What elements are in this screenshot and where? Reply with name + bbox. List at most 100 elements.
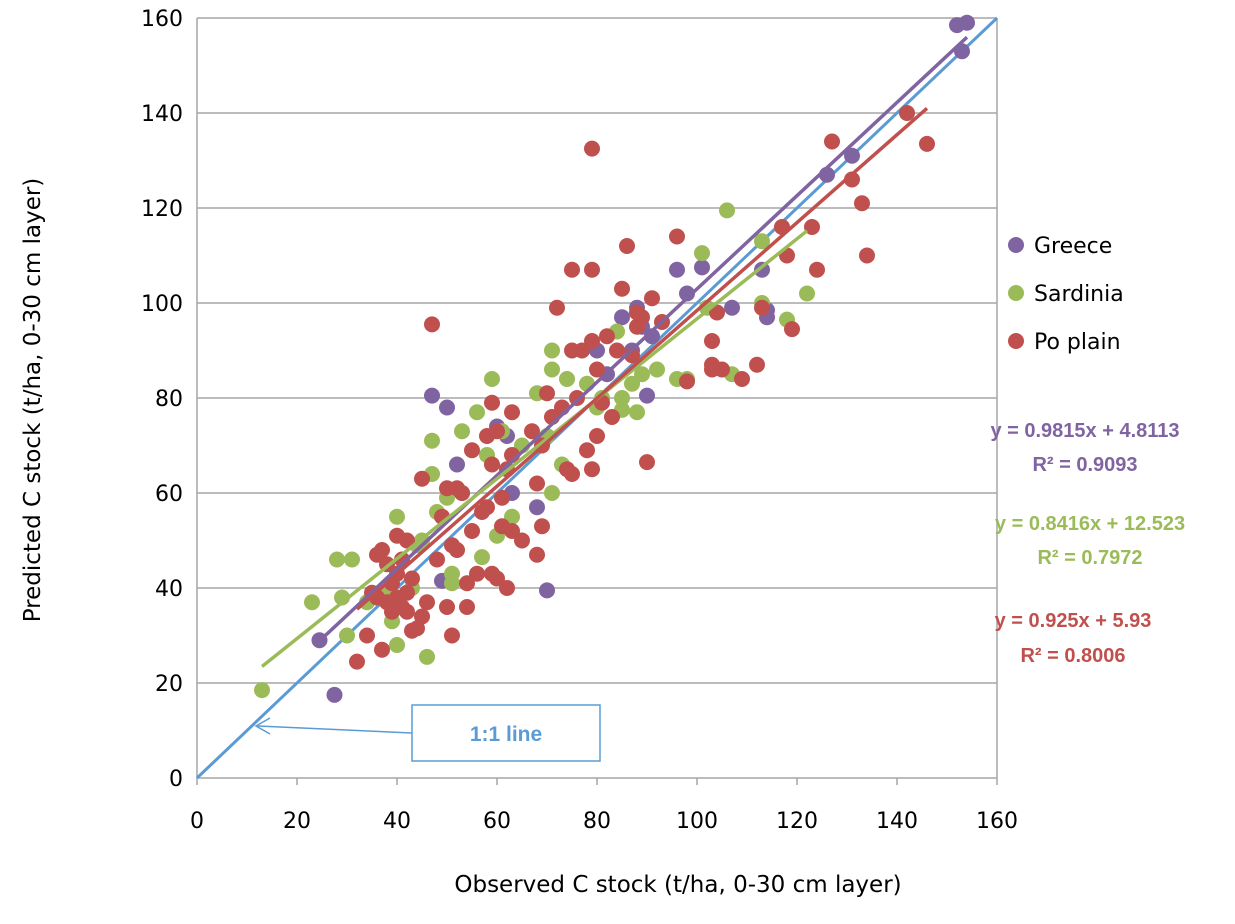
- point-sardinia: [649, 361, 665, 378]
- point-po-plain: [494, 489, 510, 506]
- y-tick-label: 100: [141, 292, 183, 317]
- point-greece: [724, 299, 740, 316]
- point-po-plain: [704, 333, 720, 349]
- axes: [196, 18, 998, 785]
- point-po-plain: [394, 551, 410, 568]
- callout-arrow-head: [254, 717, 271, 735]
- point-po-plain: [399, 603, 415, 620]
- point-po-plain: [589, 361, 605, 378]
- point-po-plain: [564, 261, 580, 278]
- identity-line-label: 1:1 line: [470, 723, 542, 746]
- point-po-plain: [499, 580, 515, 596]
- point-po-plain: [429, 551, 445, 568]
- legend-label-po-plain: Po plain: [1034, 330, 1121, 355]
- callout-arrow-line: [257, 725, 413, 734]
- point-po-plain: [464, 523, 480, 539]
- y-tick-label: 0: [169, 767, 183, 792]
- point-po-plain: [489, 423, 505, 440]
- identity-line-callout: 1:1 line: [254, 704, 601, 762]
- point-greece: [529, 499, 545, 516]
- callout-box: [411, 704, 601, 762]
- point-po-plain: [709, 304, 725, 321]
- trendline-po-plain: [355, 107, 929, 611]
- point-po-plain: [549, 299, 565, 316]
- point-po-plain: [714, 361, 730, 378]
- r-squared-greece: R² = 0.9093: [1032, 454, 1137, 476]
- equation-po-plain: y = 0.925x + 5.93: [995, 610, 1152, 632]
- point-greece: [679, 285, 695, 302]
- point-po-plain: [504, 523, 520, 539]
- point-po-plain: [399, 532, 415, 549]
- point-po-plain: [449, 542, 465, 558]
- point-po-plain: [584, 333, 600, 349]
- point-po-plain: [374, 542, 390, 558]
- point-greece: [694, 259, 710, 276]
- point-po-plain: [574, 342, 590, 359]
- point-po-plain: [419, 594, 435, 611]
- point-po-plain: [414, 470, 430, 487]
- legend-marker-po-plain: [1008, 333, 1024, 349]
- point-po-plain: [749, 356, 765, 373]
- point-po-plain: [639, 454, 655, 471]
- point-sardinia: [339, 627, 355, 644]
- point-po-plain: [754, 299, 770, 316]
- x-tick-label: 40: [383, 809, 411, 834]
- point-po-plain: [464, 442, 480, 459]
- point-greece: [614, 309, 630, 326]
- point-sardinia: [329, 551, 345, 568]
- x-tick-label: 120: [776, 809, 818, 834]
- point-po-plain: [504, 404, 520, 421]
- point-po-plain: [609, 342, 625, 359]
- point-greece: [669, 261, 685, 278]
- tick-labels: 0 20 40 60 80 100 120 140 160 0 20 40 60 80 100 120 140 1…: [141, 7, 1018, 834]
- point-greece: [424, 387, 440, 404]
- trendline-sardinia: [260, 229, 809, 668]
- legend-marker-greece: [1008, 237, 1024, 253]
- y-tick-label: 120: [141, 197, 183, 222]
- point-po-plain: [454, 485, 470, 501]
- trendline-greece: [318, 35, 969, 643]
- point-po-plain: [619, 238, 635, 254]
- point-greece: [959, 14, 975, 31]
- point-sardinia: [634, 366, 650, 383]
- r-squared-sardinia: R² = 0.7972: [1037, 547, 1142, 569]
- point-sardinia: [614, 390, 630, 406]
- point-po-plain: [414, 608, 430, 625]
- point-po-plain: [854, 195, 870, 212]
- equation-greece: y = 0.9815x + 4.8113: [990, 420, 1179, 442]
- point-po-plain: [734, 371, 750, 387]
- point-po-plain: [529, 546, 545, 563]
- point-po-plain: [459, 575, 475, 592]
- point-sardinia: [389, 637, 405, 653]
- point-greece: [639, 387, 655, 404]
- legend-marker-sardinia: [1008, 285, 1024, 301]
- point-po-plain: [359, 627, 375, 644]
- point-po-plain: [584, 140, 600, 157]
- point-sardinia: [544, 485, 560, 501]
- x-tick-label: 80: [583, 809, 611, 834]
- point-po-plain: [534, 518, 550, 535]
- point-po-plain: [804, 219, 820, 235]
- point-po-plain: [569, 390, 585, 406]
- point-po-plain: [614, 280, 630, 297]
- point-po-plain: [564, 466, 580, 482]
- point-po-plain: [439, 599, 455, 615]
- point-po-plain: [579, 442, 595, 459]
- point-po-plain: [539, 385, 555, 402]
- point-sardinia: [484, 371, 500, 387]
- point-po-plain: [489, 570, 505, 587]
- point-greece: [539, 582, 555, 599]
- x-axis-title: Observed C stock (t/ha, 0-30 cm layer): [454, 872, 901, 898]
- point-po-plain: [589, 428, 605, 444]
- trendlines: [260, 35, 969, 668]
- gridlines: [197, 17, 997, 684]
- point-po-plain: [404, 570, 420, 587]
- point-po-plain: [444, 627, 460, 644]
- x-tick-label: 60: [483, 809, 511, 834]
- point-sardinia: [624, 375, 640, 392]
- point-po-plain: [484, 394, 500, 411]
- point-po-plain: [679, 373, 695, 390]
- point-po-plain: [599, 328, 615, 345]
- point-sardinia: [389, 508, 405, 525]
